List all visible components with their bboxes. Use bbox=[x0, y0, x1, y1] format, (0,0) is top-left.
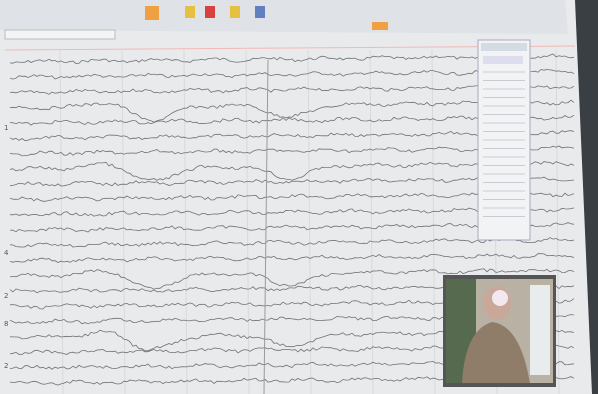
channel-label: 2 bbox=[4, 292, 8, 300]
toolbar-icon[interactable] bbox=[372, 22, 388, 30]
toolbar-icon[interactable] bbox=[145, 6, 159, 20]
toolbar-icon[interactable] bbox=[255, 6, 265, 18]
video-wall bbox=[530, 285, 550, 375]
channel-label: 2 bbox=[4, 362, 8, 370]
toolbar-icon[interactable] bbox=[205, 6, 215, 18]
toolbar bbox=[0, 0, 568, 34]
channel-label: 1 bbox=[4, 124, 8, 132]
electrode-cap bbox=[492, 290, 508, 306]
channel-label: 4 bbox=[4, 249, 9, 257]
side-panel-header bbox=[481, 43, 527, 51]
page: 14282 (() => { const data = JSON.parse(d… bbox=[0, 0, 598, 394]
monitor-photo: 1 4 2 8 2 bbox=[0, 0, 598, 394]
panel-buttons[interactable] bbox=[483, 56, 523, 64]
toolbar-icon[interactable] bbox=[230, 6, 240, 18]
toolbar-icon[interactable] bbox=[185, 6, 195, 18]
channel-label: 8 bbox=[4, 320, 8, 328]
tab[interactable] bbox=[5, 30, 115, 39]
